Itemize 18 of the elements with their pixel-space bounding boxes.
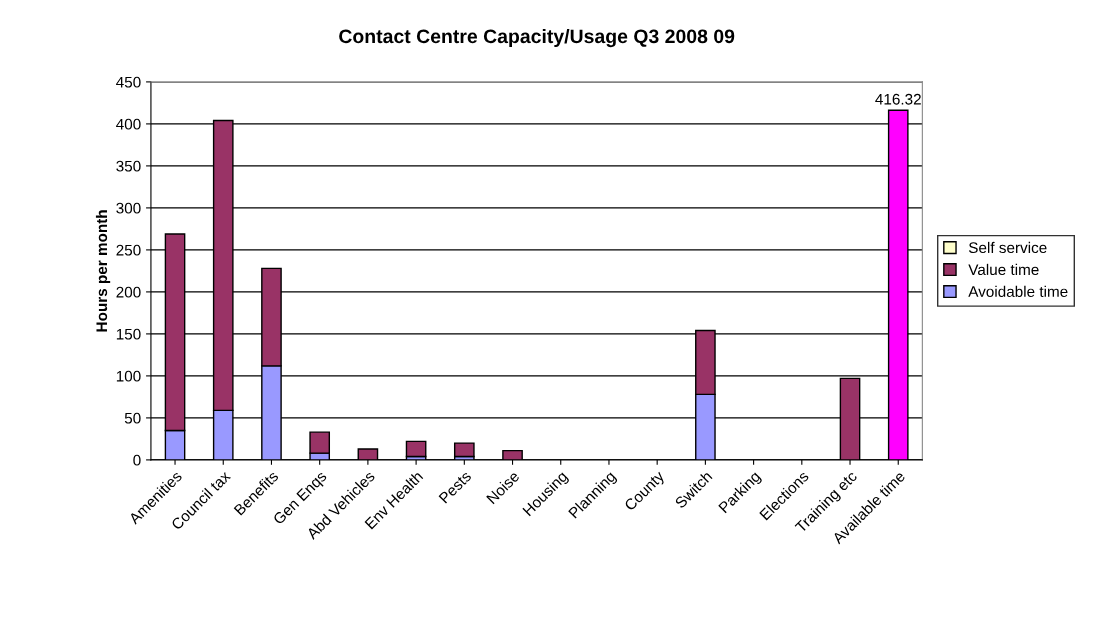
y-tick-label: 400 [116,118,141,130]
y-tick-label: 200 [116,286,141,298]
y-tick-label: 100 [116,370,141,382]
legend-label: Self service [968,241,1047,254]
y-tick-label: 450 [116,76,141,88]
y-tick-label: 0 [133,454,141,466]
data-label: 416.32 [875,93,921,105]
y-tick-label: 250 [116,244,141,256]
bar [453,442,475,458]
chart-title: Contact Centre Capacity/Usage Q3 2008 09 [339,28,735,48]
y-axis-title: Hours per month [95,210,111,332]
y-tick-label: 150 [116,328,141,340]
legend-label: Value time [968,263,1039,276]
y-tick-label: 50 [124,412,141,424]
legend-label: Avoidable time [968,285,1068,297]
y-tick-label: 350 [116,160,141,172]
bar [405,440,427,458]
y-tick-label: 300 [116,202,141,214]
